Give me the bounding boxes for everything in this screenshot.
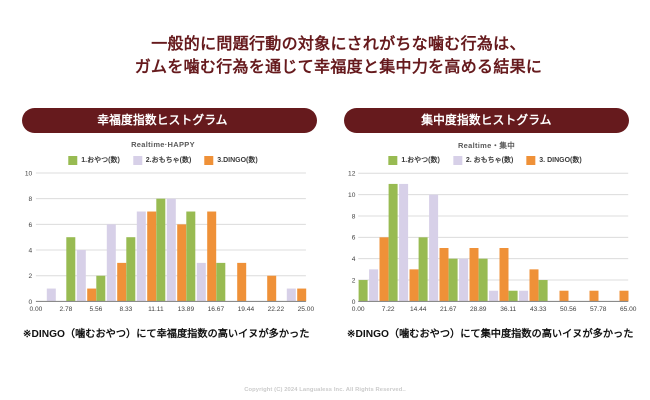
svg-text:10: 10 (25, 170, 33, 177)
svg-text:4: 4 (352, 256, 356, 263)
svg-text:7.22: 7.22 (382, 306, 395, 313)
svg-text:19.44: 19.44 (238, 306, 255, 313)
svg-text:5.56: 5.56 (89, 306, 102, 313)
svg-text:10: 10 (348, 192, 356, 199)
svg-text:11.11: 11.11 (148, 306, 164, 313)
svg-text:12: 12 (348, 171, 356, 178)
svg-text:8: 8 (352, 213, 356, 220)
svg-text:28.89: 28.89 (470, 306, 487, 313)
svg-text:8.33: 8.33 (119, 306, 132, 313)
svg-text:0.00: 0.00 (29, 306, 42, 313)
svg-text:65.00: 65.00 (620, 306, 637, 313)
svg-text:16.67: 16.67 (208, 306, 225, 313)
svg-text:36.11: 36.11 (500, 306, 516, 313)
svg-text:0: 0 (352, 299, 356, 306)
svg-text:43.33: 43.33 (530, 306, 547, 313)
svg-text:14.44: 14.44 (410, 306, 427, 313)
svg-text:21.67: 21.67 (440, 306, 457, 313)
svg-text:6: 6 (352, 235, 356, 242)
svg-text:50.56: 50.56 (560, 306, 577, 313)
svg-text:8: 8 (29, 196, 33, 203)
svg-text:57.78: 57.78 (590, 306, 607, 313)
svg-text:2: 2 (352, 277, 356, 284)
svg-text:2.78: 2.78 (59, 306, 72, 313)
svg-text:13.89: 13.89 (178, 306, 195, 313)
svg-text:2: 2 (29, 273, 33, 280)
svg-text:25.00: 25.00 (298, 306, 315, 313)
svg-text:22.22: 22.22 (268, 306, 285, 313)
svg-text:6: 6 (29, 222, 33, 229)
svg-text:0: 0 (29, 299, 33, 306)
svg-text:4: 4 (29, 247, 33, 254)
svg-text:0.00: 0.00 (352, 306, 365, 313)
